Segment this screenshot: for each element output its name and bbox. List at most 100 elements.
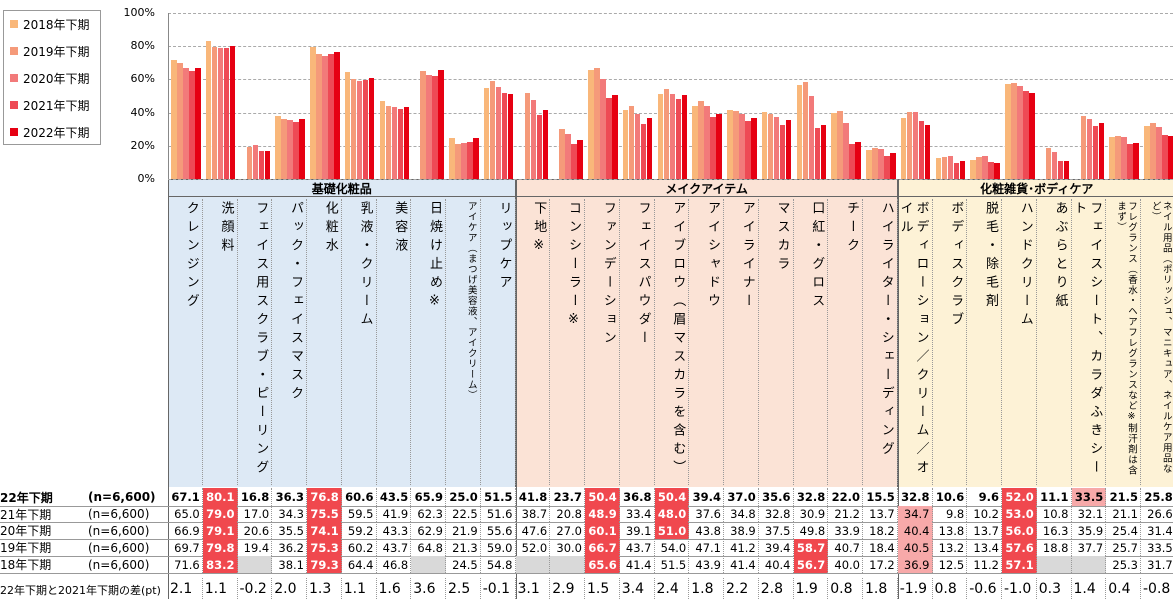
table-cell: 21.2 — [828, 506, 863, 522]
table-cell: 51.6 — [481, 506, 516, 522]
table-cell: 23.7 — [550, 488, 585, 506]
table-cell: 25.0 — [446, 488, 481, 506]
bar — [385, 106, 391, 179]
bar — [594, 68, 600, 179]
bar — [866, 150, 872, 179]
bar — [432, 75, 438, 179]
diff-cell: 1.8 — [863, 578, 898, 599]
diff-cell: 1.8 — [689, 578, 724, 599]
table-cell: 18.8 — [1037, 539, 1072, 556]
bar — [293, 122, 299, 179]
bar — [455, 143, 461, 179]
category-label: 化粧水 — [307, 199, 342, 485]
bar — [622, 110, 629, 179]
bar — [612, 95, 618, 179]
diff-cell: -0.8 — [1141, 578, 1173, 599]
grid-line — [168, 46, 1173, 48]
table-cell: 11.2 — [967, 556, 1002, 573]
table-cell: 37.6 — [689, 506, 724, 522]
diff-cell: 3.4 — [620, 578, 655, 599]
category-label: パック・フェイスマスク — [272, 199, 307, 485]
diff-cell: 3.6 — [411, 578, 446, 599]
table-cell: 21.3 — [446, 539, 481, 556]
table-cell: 71.6 — [168, 556, 203, 573]
row-n: (n=6,600) — [88, 507, 150, 521]
diff-cell: 2.1 — [168, 578, 203, 599]
diff-cell: 2.5 — [446, 578, 481, 599]
table-cell: 48.0 — [654, 506, 690, 522]
bar — [976, 156, 982, 179]
bar — [739, 114, 745, 179]
group-border — [168, 487, 169, 599]
bar — [727, 110, 733, 179]
category-label: マスカラ — [759, 199, 794, 485]
category-label: アイライナー — [724, 199, 759, 485]
table-cell: 30.0 — [550, 539, 585, 556]
bar — [779, 124, 786, 179]
table-cell: 51.5 — [655, 556, 690, 573]
table-cell: 64.8 — [411, 539, 446, 556]
bar — [912, 111, 919, 179]
bar — [982, 156, 988, 179]
group-header: 基礎化粧品 — [168, 179, 516, 197]
bar — [495, 86, 502, 179]
bar — [1150, 123, 1156, 179]
row-label: 21年下期 — [0, 507, 52, 522]
category-label: 下地※ — [516, 199, 551, 485]
bar — [310, 47, 316, 179]
bar — [878, 148, 884, 179]
table-cell: 21.9 — [446, 522, 481, 539]
diff-cell: 1.4 — [1072, 578, 1107, 599]
table-cell: 79.1 — [202, 522, 238, 539]
bar — [681, 95, 687, 179]
bar — [947, 156, 953, 179]
bar — [362, 80, 369, 179]
bar — [350, 79, 357, 179]
group-header: メイクアイテム — [515, 179, 898, 197]
category-label: ネイル用品（ポリッシュ、マニキュア、ネイルケア用品など） — [1141, 199, 1173, 485]
category-label: 洗顔料 — [203, 199, 238, 485]
bar — [1115, 136, 1121, 179]
bar — [264, 151, 270, 179]
diff-cell: 0.3 — [1037, 578, 1072, 599]
table-cell: 75.5 — [307, 506, 342, 522]
bar — [467, 141, 473, 179]
bar — [391, 107, 397, 179]
table-cell: 43.7 — [620, 539, 655, 556]
bar — [1051, 151, 1058, 179]
row-label: 19年下期 — [0, 541, 52, 555]
table-cell: 41.8 — [516, 488, 551, 506]
diff-cell: 2.0 — [272, 578, 307, 599]
bar — [796, 84, 802, 179]
legend-swatch — [10, 47, 18, 55]
bar — [698, 100, 704, 179]
table-cell — [411, 556, 446, 573]
table-cell: 36.2 — [272, 539, 307, 556]
table-cell: 18.4 — [863, 539, 898, 556]
table-cell: 33.5 — [1141, 539, 1173, 556]
table-cell: 15.5 — [863, 488, 898, 506]
bar — [403, 106, 409, 179]
table-cell: 43.8 — [689, 522, 724, 539]
bar — [577, 139, 583, 179]
category-label: アイブロウ（眉マスカラを含む） — [655, 199, 690, 485]
y-tick-label: 20% — [130, 138, 155, 152]
diff-cell: -0.1 — [481, 578, 516, 599]
diff-cell: 0.8 — [933, 578, 968, 599]
table-cell: 57.1 — [1002, 556, 1037, 573]
table-cell: 79.0 — [202, 506, 238, 522]
diff-cell: -0.2 — [238, 578, 273, 599]
bar — [1109, 137, 1115, 179]
bar — [328, 53, 334, 179]
bar — [397, 109, 403, 179]
diff-cell: 0.4 — [1106, 578, 1141, 599]
category-label: アイケア（まつげ美容液、アイクリーム） — [446, 199, 481, 485]
table-cell: 56.7 — [793, 556, 829, 573]
table-cell: 22.0 — [828, 488, 863, 506]
table-cell: 40.7 — [828, 539, 863, 556]
bar — [1121, 136, 1127, 179]
table-cell: 50.4 — [585, 488, 620, 506]
bar — [843, 122, 849, 179]
category-label: フェイス用スクラブ・ピーリング — [238, 199, 273, 485]
